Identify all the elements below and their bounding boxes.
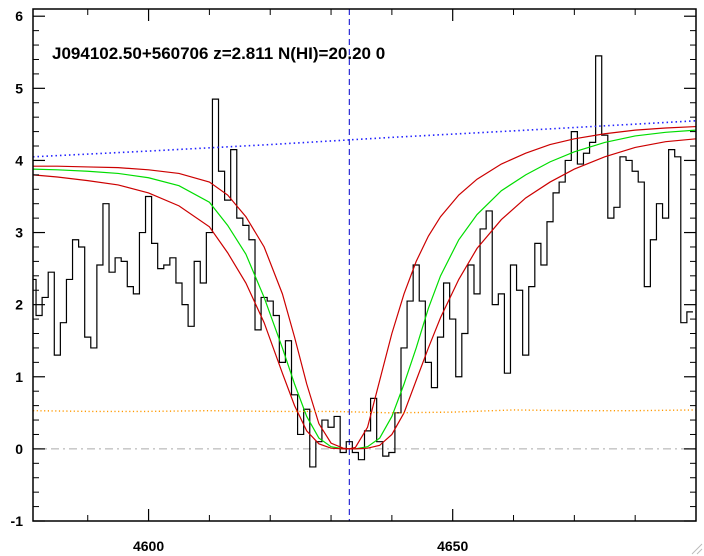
spectrum-series [33, 55, 693, 468]
continuum-series [33, 119, 696, 158]
plot-content [33, 9, 696, 521]
y-tick-label: 6 [15, 8, 23, 24]
x-tick-label: 4600 [133, 538, 164, 554]
plot-frame [32, 8, 697, 522]
y-tick-label: 4 [15, 152, 23, 168]
y-tick-label: 0 [15, 441, 23, 457]
chart-title: J094102.50+560706 z=2.811 N(HI)=20.20 0 [52, 44, 385, 63]
resize-grip-icon[interactable] [691, 543, 703, 555]
fit-best-series [33, 129, 696, 450]
y-tick-label: 1 [15, 369, 23, 385]
plot-area [33, 9, 696, 521]
fit-lower-series [33, 138, 696, 450]
axes: -1 0 1 2 3 4 5 6 4600 4650 [11, 8, 697, 554]
y-tick-label: -1 [11, 513, 24, 529]
fit-upper-series [33, 125, 696, 450]
y-tick-label: 3 [15, 225, 23, 241]
x-tick-label: 4650 [437, 538, 468, 554]
error-series [33, 409, 696, 414]
y-tick-label: 2 [15, 297, 23, 313]
y-tick-label: 5 [15, 80, 23, 96]
